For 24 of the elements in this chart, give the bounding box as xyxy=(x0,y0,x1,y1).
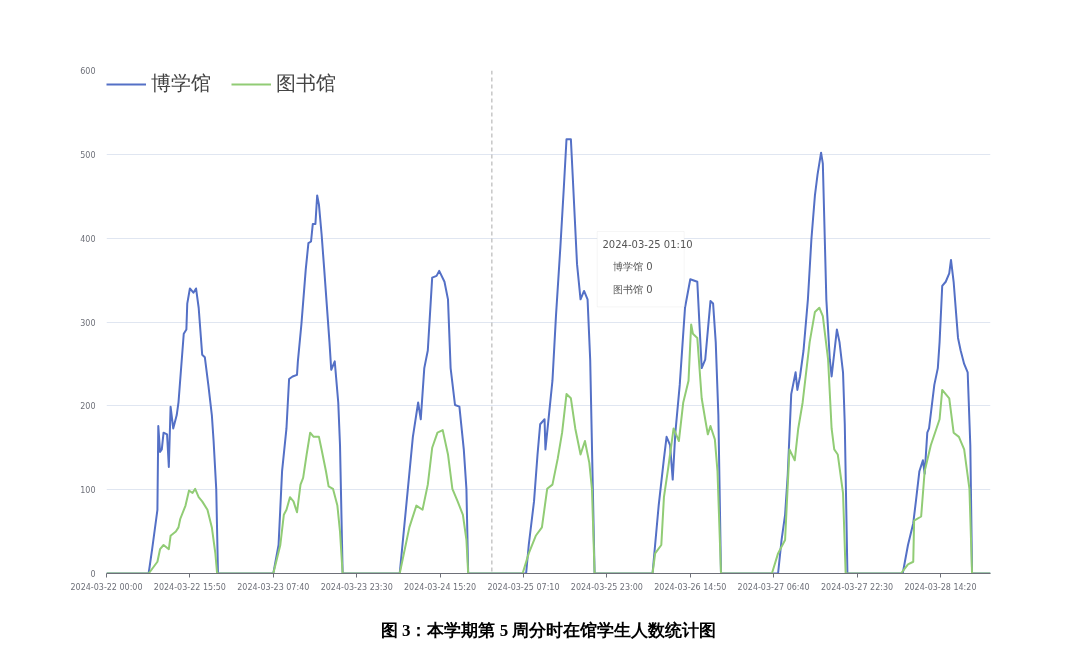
x-tick-label: 2024-03-25 07:10 xyxy=(487,582,560,592)
y-tick-label: 200 xyxy=(80,402,96,412)
x-tick-label: 2024-03-27 06:40 xyxy=(737,582,810,592)
annotation: 博学馆 0 xyxy=(613,261,653,273)
y-tick-label: 500 xyxy=(80,150,96,160)
y-tick-label: 300 xyxy=(80,318,96,328)
annotation: 图书馆 0 xyxy=(613,283,653,295)
x-tick-label: 2024-03-22 00:00 xyxy=(70,582,143,592)
x-tick-label: 2024-03-23 07:40 xyxy=(237,582,310,592)
x-tick-label: 2024-03-25 23:00 xyxy=(570,582,643,592)
x-tick-label: 2024-03-23 23:30 xyxy=(320,582,393,592)
y-tick-label: 0 xyxy=(90,570,96,579)
annotation: 2024-03-25 01:10 xyxy=(602,238,693,250)
x-tick-label: 2024-03-26 14:50 xyxy=(654,582,727,592)
x-tick-label: 2024-03-22 15:50 xyxy=(153,582,226,592)
y-tick-label: 100 xyxy=(80,486,96,496)
y-tick-label: 400 xyxy=(80,234,96,244)
caption: 图 3：本学期第 5 周分时在馆学生人数统计图 xyxy=(380,620,717,640)
x-tick-label: 2024-03-28 14:20 xyxy=(904,582,977,592)
legend-label: 图书馆 xyxy=(276,70,336,97)
x-tick-label: 2024-03-27 22:30 xyxy=(821,582,894,592)
x-tick-label: 2024-03-24 15:20 xyxy=(404,582,477,592)
legend-label: 博学馆 xyxy=(151,70,211,97)
y-tick-label: 600 xyxy=(80,67,96,76)
